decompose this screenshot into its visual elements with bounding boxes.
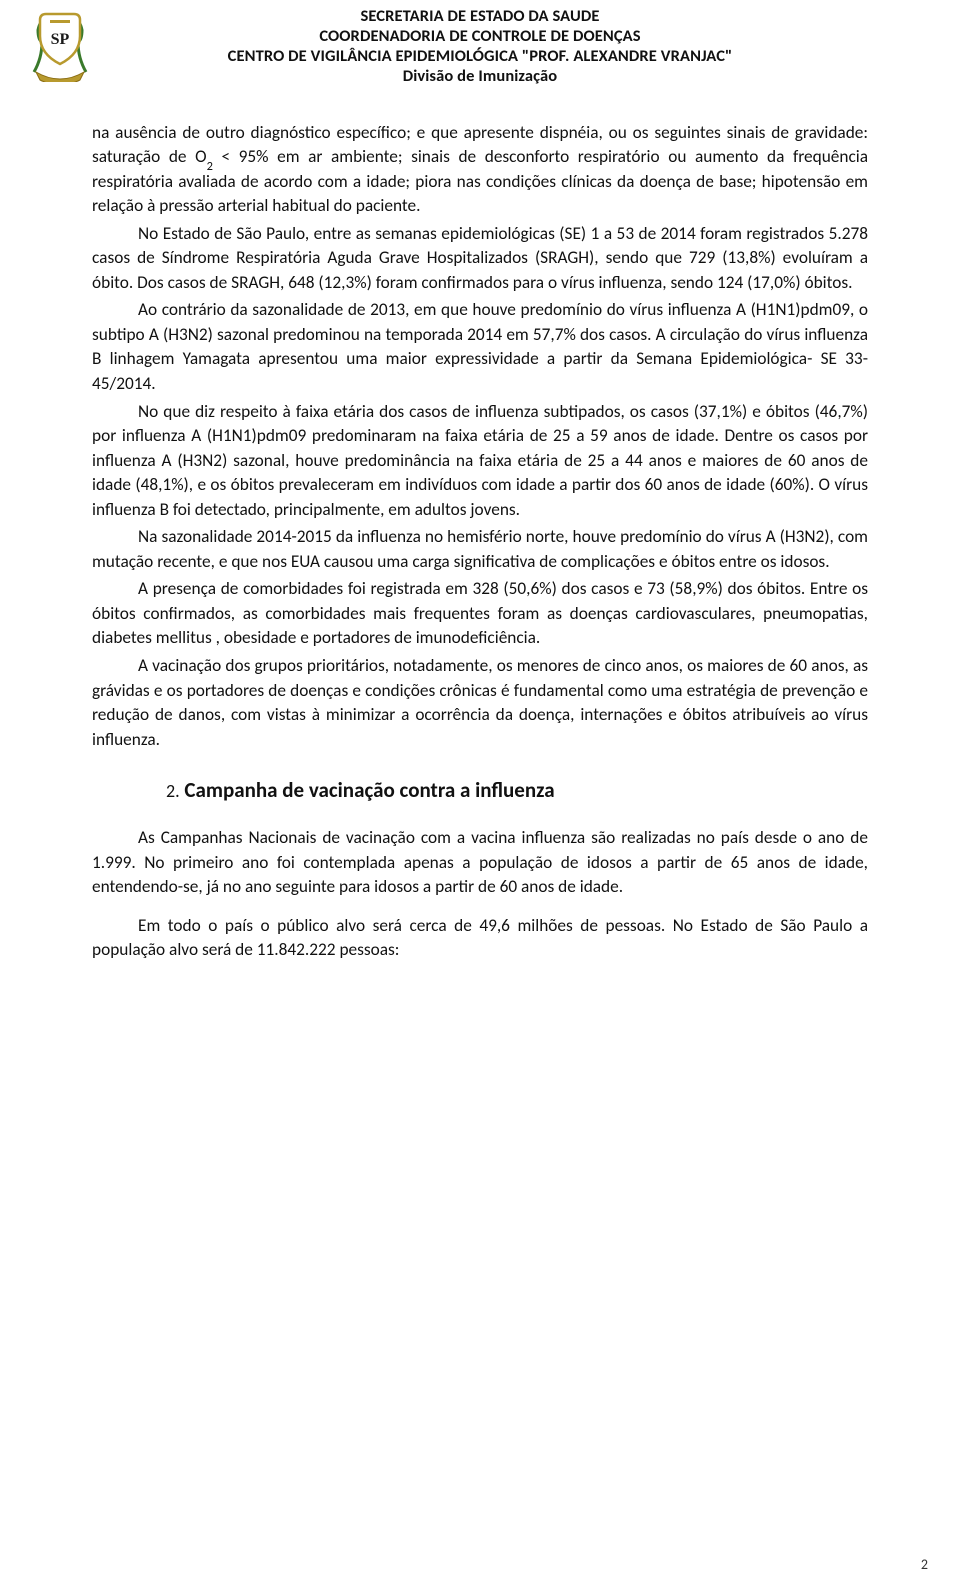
letterhead-line-3: CENTRO DE VIGILÂNCIA EPIDEMIOLÓGICA "PRO… xyxy=(92,46,868,66)
coat-of-arms-icon: SP xyxy=(28,6,92,82)
paragraph-4: No que diz respeito à faixa etária dos c… xyxy=(92,400,868,523)
paragraph-3: Ao contrário da sazonalidade de 2013, em… xyxy=(92,298,868,396)
letterhead-line-2: COORDENADORIA DE CONTROLE DE DOENÇAS xyxy=(92,26,868,46)
paragraph-1: na ausência de outro diagnóstico específ… xyxy=(92,121,868,219)
paragraph-5: Na sazonalidade 2014-2015 da influenza n… xyxy=(92,525,868,574)
paragraph-1b-text: < 95% em ar ambiente; sinais de desconfo… xyxy=(92,146,868,216)
section-2-number: 2. xyxy=(166,780,180,802)
paragraph-8: As Campanhas Nacionais de vacinação com … xyxy=(92,826,868,900)
section-2-title: Campanha de vacinação contra a influenza xyxy=(184,777,554,803)
document-body: na ausência de outro diagnóstico específ… xyxy=(0,87,960,963)
paragraph-9: Em todo o país o público alvo será cerca… xyxy=(92,914,868,963)
section-2-heading: 2. Campanha de vacinação contra a influe… xyxy=(92,776,868,806)
letterhead: SP SECRETARIA DE ESTADO DA SAUDE COORDEN… xyxy=(0,0,960,87)
letterhead-line-4: Divisão de Imunização xyxy=(92,66,868,86)
paragraph-2: No Estado de São Paulo, entre as semanas… xyxy=(92,222,868,296)
o2-subscript: 2 xyxy=(207,159,213,174)
page-number: 2 xyxy=(921,1556,928,1573)
letterhead-line-1: SECRETARIA DE ESTADO DA SAUDE xyxy=(92,6,868,26)
svg-text:SP: SP xyxy=(51,31,70,48)
paragraph-6: A presença de comorbidades foi registrad… xyxy=(92,577,868,651)
document-page: SP SECRETARIA DE ESTADO DA SAUDE COORDEN… xyxy=(0,0,960,1587)
paragraph-7: A vacinação dos grupos prioritários, not… xyxy=(92,654,868,752)
